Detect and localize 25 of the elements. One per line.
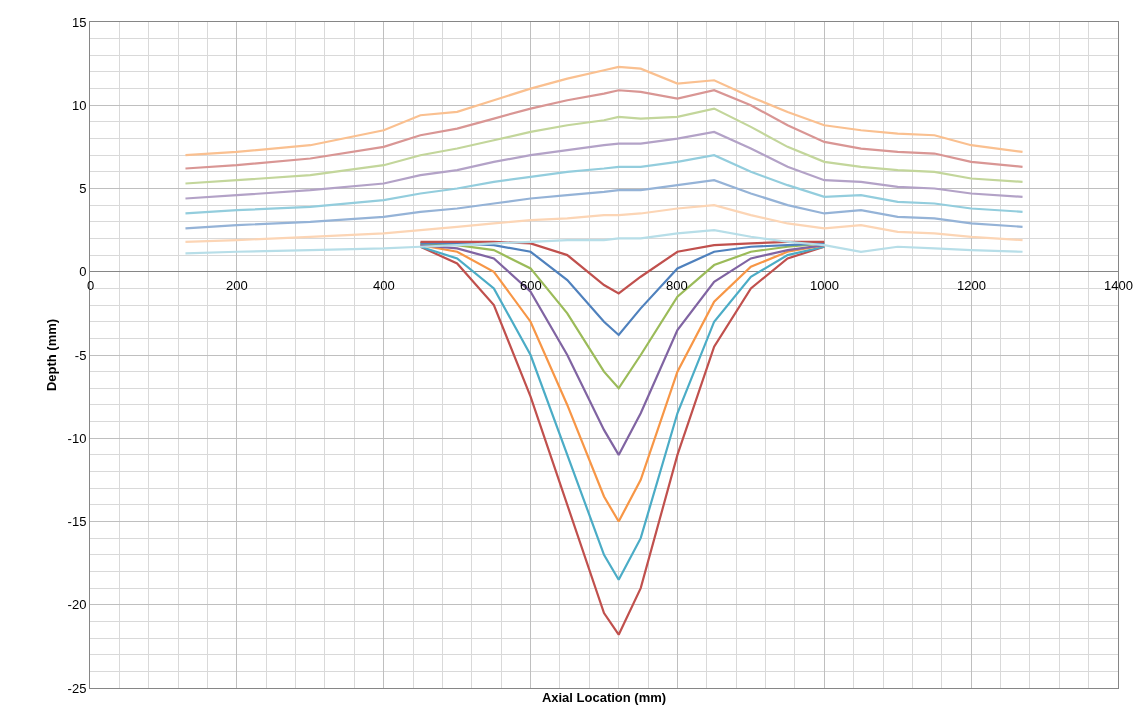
x-tick-label: 200 xyxy=(226,278,248,293)
y-tick-label: -15 xyxy=(67,514,87,530)
line-series xyxy=(184,204,1024,243)
x-tick-label: 400 xyxy=(373,278,395,293)
y-tick-label: 5 xyxy=(79,181,87,197)
line-series xyxy=(184,130,1024,200)
y-tick-label: -25 xyxy=(67,680,87,696)
y-axis-title: Depth (mm) xyxy=(43,318,59,392)
line-series xyxy=(184,179,1024,230)
line-series xyxy=(184,65,1024,157)
line-series xyxy=(184,89,1024,170)
x-tick-label: 1200 xyxy=(957,278,986,293)
x-tick-label: 1000 xyxy=(810,278,839,293)
y-tick-label: 10 xyxy=(71,97,87,113)
line-series xyxy=(184,107,1024,185)
y-tick-label: -5 xyxy=(74,347,87,363)
y-tick-label: 0 xyxy=(79,264,87,280)
line-series xyxy=(184,154,1024,215)
y-tick-label: -10 xyxy=(67,430,87,446)
line-series xyxy=(184,229,1024,255)
x-tick-label: 1400 xyxy=(1104,278,1133,293)
x-tick-label: 800 xyxy=(666,278,688,293)
y-tick-label: 15 xyxy=(71,14,87,30)
x-axis-title: Axial Location (mm) xyxy=(541,689,667,705)
y-tick-label: -20 xyxy=(67,597,87,613)
